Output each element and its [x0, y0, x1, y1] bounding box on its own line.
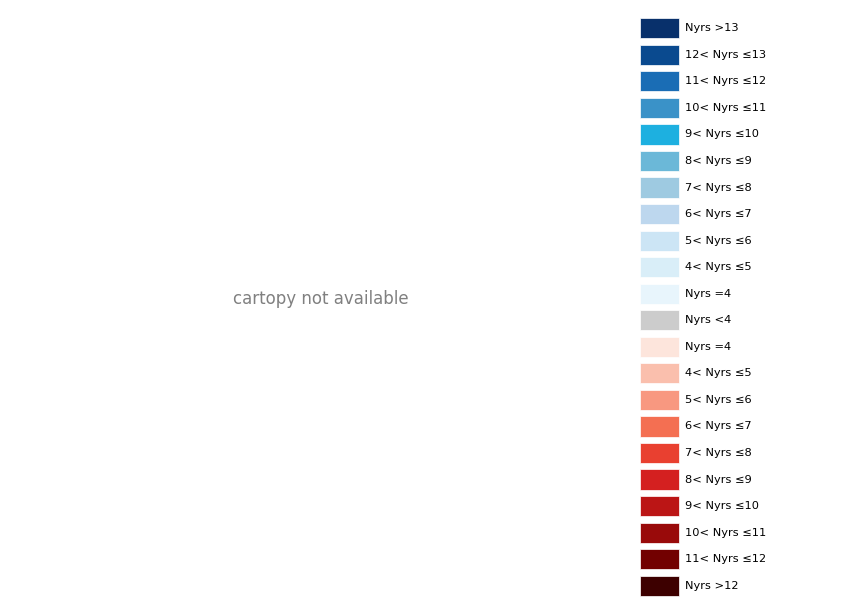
Text: 12< Nyrs ≤13: 12< Nyrs ≤13 [685, 50, 767, 60]
Bar [640, 310, 679, 331]
Text: 4< Nyrs ≤5: 4< Nyrs ≤5 [685, 262, 752, 272]
Text: 11< Nyrs ≤12: 11< Nyrs ≤12 [685, 76, 767, 86]
Bar [640, 363, 679, 383]
Text: 11< Nyrs ≤12: 11< Nyrs ≤12 [685, 554, 767, 564]
Bar [640, 496, 679, 516]
Text: 4< Nyrs ≤5: 4< Nyrs ≤5 [685, 368, 752, 379]
Text: cartopy not available: cartopy not available [233, 291, 409, 308]
Bar [640, 576, 679, 596]
Text: Nyrs >12: Nyrs >12 [685, 580, 739, 591]
Text: 10< Nyrs ≤11: 10< Nyrs ≤11 [685, 528, 767, 538]
Text: 7< Nyrs ≤8: 7< Nyrs ≤8 [685, 448, 752, 458]
Bar [640, 416, 679, 437]
Text: 8< Nyrs ≤9: 8< Nyrs ≤9 [685, 474, 752, 485]
Bar [640, 257, 679, 277]
Bar [640, 284, 679, 304]
Bar [640, 45, 679, 65]
Text: Nyrs =4: Nyrs =4 [685, 342, 731, 352]
Text: Nyrs <4: Nyrs <4 [685, 315, 732, 325]
Text: 6< Nyrs ≤7: 6< Nyrs ≤7 [685, 209, 752, 219]
Bar [640, 337, 679, 357]
Bar [640, 151, 679, 171]
Bar [640, 98, 679, 118]
Bar [640, 390, 679, 410]
Bar [640, 204, 679, 224]
Text: 9< Nyrs ≤10: 9< Nyrs ≤10 [685, 501, 759, 511]
Bar [640, 125, 679, 144]
Bar [640, 18, 679, 38]
Bar [640, 470, 679, 489]
Bar [640, 522, 679, 543]
Text: 8< Nyrs ≤9: 8< Nyrs ≤9 [685, 156, 752, 166]
Bar [640, 549, 679, 569]
Bar [640, 443, 679, 463]
Bar [640, 71, 679, 92]
Text: 5< Nyrs ≤6: 5< Nyrs ≤6 [685, 235, 752, 246]
Text: 10< Nyrs ≤11: 10< Nyrs ≤11 [685, 103, 767, 113]
Text: 5< Nyrs ≤6: 5< Nyrs ≤6 [685, 395, 752, 405]
Text: 7< Nyrs ≤8: 7< Nyrs ≤8 [685, 183, 752, 192]
Bar [640, 231, 679, 251]
Text: Nyrs =4: Nyrs =4 [685, 289, 731, 299]
Text: 6< Nyrs ≤7: 6< Nyrs ≤7 [685, 422, 752, 431]
Bar [640, 177, 679, 198]
Text: 9< Nyrs ≤10: 9< Nyrs ≤10 [685, 129, 759, 140]
Text: Nyrs >13: Nyrs >13 [685, 23, 739, 34]
